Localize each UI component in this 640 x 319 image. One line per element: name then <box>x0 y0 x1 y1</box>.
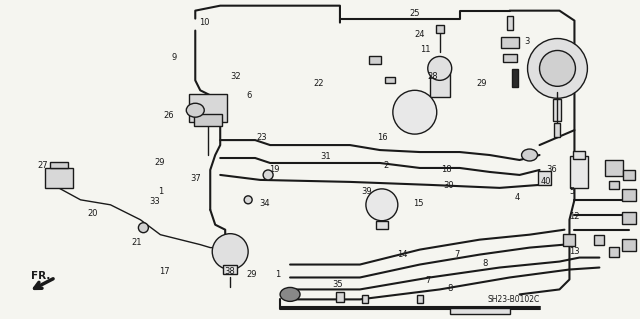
Text: 9: 9 <box>172 53 177 62</box>
Text: 31: 31 <box>320 152 331 161</box>
Bar <box>436 25 444 33</box>
Bar <box>430 67 450 97</box>
Bar <box>500 37 518 48</box>
Bar <box>622 189 636 201</box>
Bar <box>223 264 237 274</box>
Bar <box>554 123 561 137</box>
Text: 8: 8 <box>448 284 453 293</box>
Bar <box>622 212 636 224</box>
Circle shape <box>428 56 452 80</box>
Text: 23: 23 <box>256 133 267 142</box>
Text: 27: 27 <box>38 161 49 170</box>
Text: 1: 1 <box>158 187 163 196</box>
Bar <box>336 293 344 302</box>
Text: 40: 40 <box>540 177 551 186</box>
Bar <box>507 16 513 30</box>
Bar <box>563 234 575 246</box>
Bar <box>362 295 368 303</box>
Text: 29: 29 <box>154 158 164 167</box>
Circle shape <box>212 234 248 270</box>
Text: 3: 3 <box>524 38 530 47</box>
Bar <box>609 247 620 256</box>
Circle shape <box>366 189 398 221</box>
Text: 12: 12 <box>569 212 580 221</box>
Text: 18: 18 <box>442 165 452 174</box>
Text: 14: 14 <box>397 250 407 259</box>
Bar <box>623 170 636 180</box>
Text: 29: 29 <box>246 270 257 279</box>
Text: 38: 38 <box>224 267 235 276</box>
Bar <box>538 171 552 185</box>
Bar <box>189 94 227 122</box>
Text: 30: 30 <box>444 181 454 190</box>
Ellipse shape <box>280 287 300 301</box>
Text: 29: 29 <box>476 79 487 88</box>
Text: 6: 6 <box>246 92 252 100</box>
Bar <box>573 151 586 159</box>
Text: 20: 20 <box>87 209 97 218</box>
Circle shape <box>540 50 575 86</box>
Text: 15: 15 <box>413 199 423 208</box>
Text: 19: 19 <box>269 165 280 174</box>
Text: 8: 8 <box>483 259 488 268</box>
Text: 16: 16 <box>378 133 388 142</box>
Text: 4: 4 <box>515 193 520 202</box>
Text: 10: 10 <box>198 19 209 27</box>
Bar <box>45 168 72 188</box>
Bar <box>570 156 588 188</box>
Ellipse shape <box>522 149 538 161</box>
Text: 39: 39 <box>362 187 372 196</box>
Bar <box>554 99 561 121</box>
Text: 2: 2 <box>384 161 389 170</box>
Text: 26: 26 <box>164 111 174 120</box>
Bar <box>49 162 68 168</box>
Bar <box>595 235 604 245</box>
Text: 32: 32 <box>230 72 241 81</box>
Text: 7: 7 <box>426 276 431 285</box>
Text: 22: 22 <box>314 79 324 88</box>
Circle shape <box>393 90 436 134</box>
Text: FR.: FR. <box>31 271 50 281</box>
Bar <box>502 55 516 63</box>
Text: 37: 37 <box>190 174 201 183</box>
Circle shape <box>527 39 588 98</box>
Circle shape <box>138 223 148 233</box>
Text: 28: 28 <box>428 72 438 81</box>
Circle shape <box>244 196 252 204</box>
Circle shape <box>263 170 273 180</box>
Bar <box>605 160 623 176</box>
Text: 34: 34 <box>259 199 270 208</box>
Text: 33: 33 <box>150 197 160 206</box>
Text: 17: 17 <box>159 267 170 276</box>
Bar <box>609 181 620 189</box>
Text: 35: 35 <box>333 280 344 289</box>
Text: 24: 24 <box>415 30 425 39</box>
Text: 21: 21 <box>132 238 142 247</box>
Bar <box>450 308 509 314</box>
Text: 5: 5 <box>569 187 574 196</box>
Bar <box>376 221 388 229</box>
Text: 7: 7 <box>454 250 460 259</box>
Text: 1: 1 <box>275 270 280 279</box>
Bar <box>511 70 518 87</box>
Text: 11: 11 <box>420 45 431 55</box>
Text: SH23-B0102C: SH23-B0102C <box>487 295 540 304</box>
Text: 36: 36 <box>547 165 557 174</box>
Bar <box>417 295 423 303</box>
Text: 13: 13 <box>569 247 580 256</box>
Bar <box>195 114 222 126</box>
Bar <box>369 56 381 64</box>
Ellipse shape <box>186 103 204 117</box>
Bar <box>385 78 395 83</box>
Bar <box>622 239 636 251</box>
Text: 25: 25 <box>410 9 420 18</box>
